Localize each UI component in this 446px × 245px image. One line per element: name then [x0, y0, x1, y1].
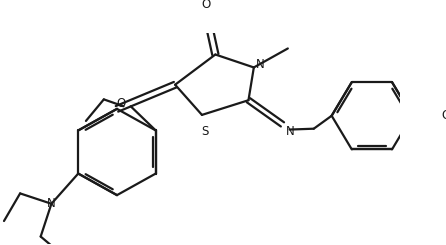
Text: O: O — [202, 0, 211, 11]
Text: S: S — [201, 125, 208, 138]
Text: O: O — [116, 97, 125, 110]
Text: O: O — [442, 109, 446, 122]
Text: N: N — [47, 197, 56, 210]
Text: N: N — [256, 58, 264, 71]
Text: N: N — [286, 125, 295, 138]
